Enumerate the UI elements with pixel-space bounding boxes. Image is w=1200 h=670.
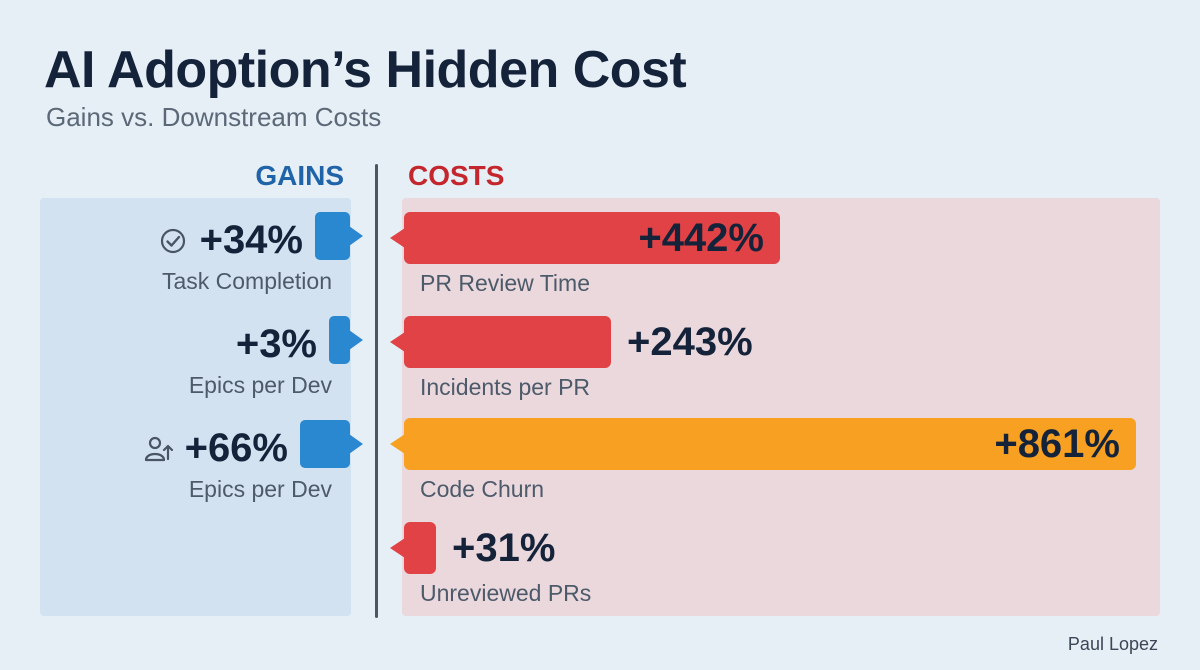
gain-row: +3% Epics per Dev: [40, 316, 363, 406]
center-divider: [375, 164, 378, 618]
cost-row: +861% Code Churn: [390, 418, 1160, 513]
cost-bar: [390, 212, 780, 264]
cost-value-label: +442%: [638, 216, 764, 260]
gain-row: +34% Task Completion: [40, 212, 363, 302]
cost-value-label: +243%: [627, 320, 753, 364]
gain-category-label: Task Completion: [161, 268, 332, 294]
gains-heading: GAINS: [255, 160, 344, 191]
cost-row: +243% Incidents per PR: [390, 316, 1160, 411]
gain-value-label: +3%: [235, 322, 317, 366]
costs-heading: COSTS: [408, 160, 505, 191]
gain-category-label: Epics per Dev: [188, 372, 332, 398]
author-credit: Paul Lopez: [1067, 634, 1158, 654]
gain-bar: [300, 420, 363, 468]
cost-category-label: Incidents per PR: [420, 374, 591, 400]
check-circle-icon: [158, 226, 188, 256]
gain-row: +66% Epics per Dev: [40, 420, 363, 510]
cost-category-label: Code Churn: [420, 476, 545, 502]
cost-value-label: +861%: [994, 422, 1120, 466]
cost-category-label: Unreviewed PRs: [420, 580, 592, 606]
page-title: AI Adoption’s Hidden Cost: [44, 41, 687, 99]
gain-category-label: Epics per Dev: [188, 476, 332, 502]
cost-row: +31% Unreviewed PRs: [390, 522, 1160, 617]
page-subtitle: Gains vs. Downstream Costs: [46, 102, 382, 132]
gains-panel: [40, 198, 351, 616]
cost-bar: [390, 316, 611, 368]
user-growth-icon: [143, 434, 173, 464]
costs-panel: [402, 198, 1160, 616]
gain-bar: [315, 212, 363, 260]
cost-category-label: PR Review Time: [420, 270, 590, 296]
gain-value-label: +66%: [184, 426, 288, 470]
gain-bar: [329, 316, 363, 364]
gain-value-label: +34%: [199, 218, 303, 262]
cost-value-label: +31%: [452, 526, 556, 570]
cost-bar: [390, 418, 1136, 470]
cost-row: +442% PR Review Time: [390, 212, 1160, 307]
cost-bar: [390, 522, 436, 574]
